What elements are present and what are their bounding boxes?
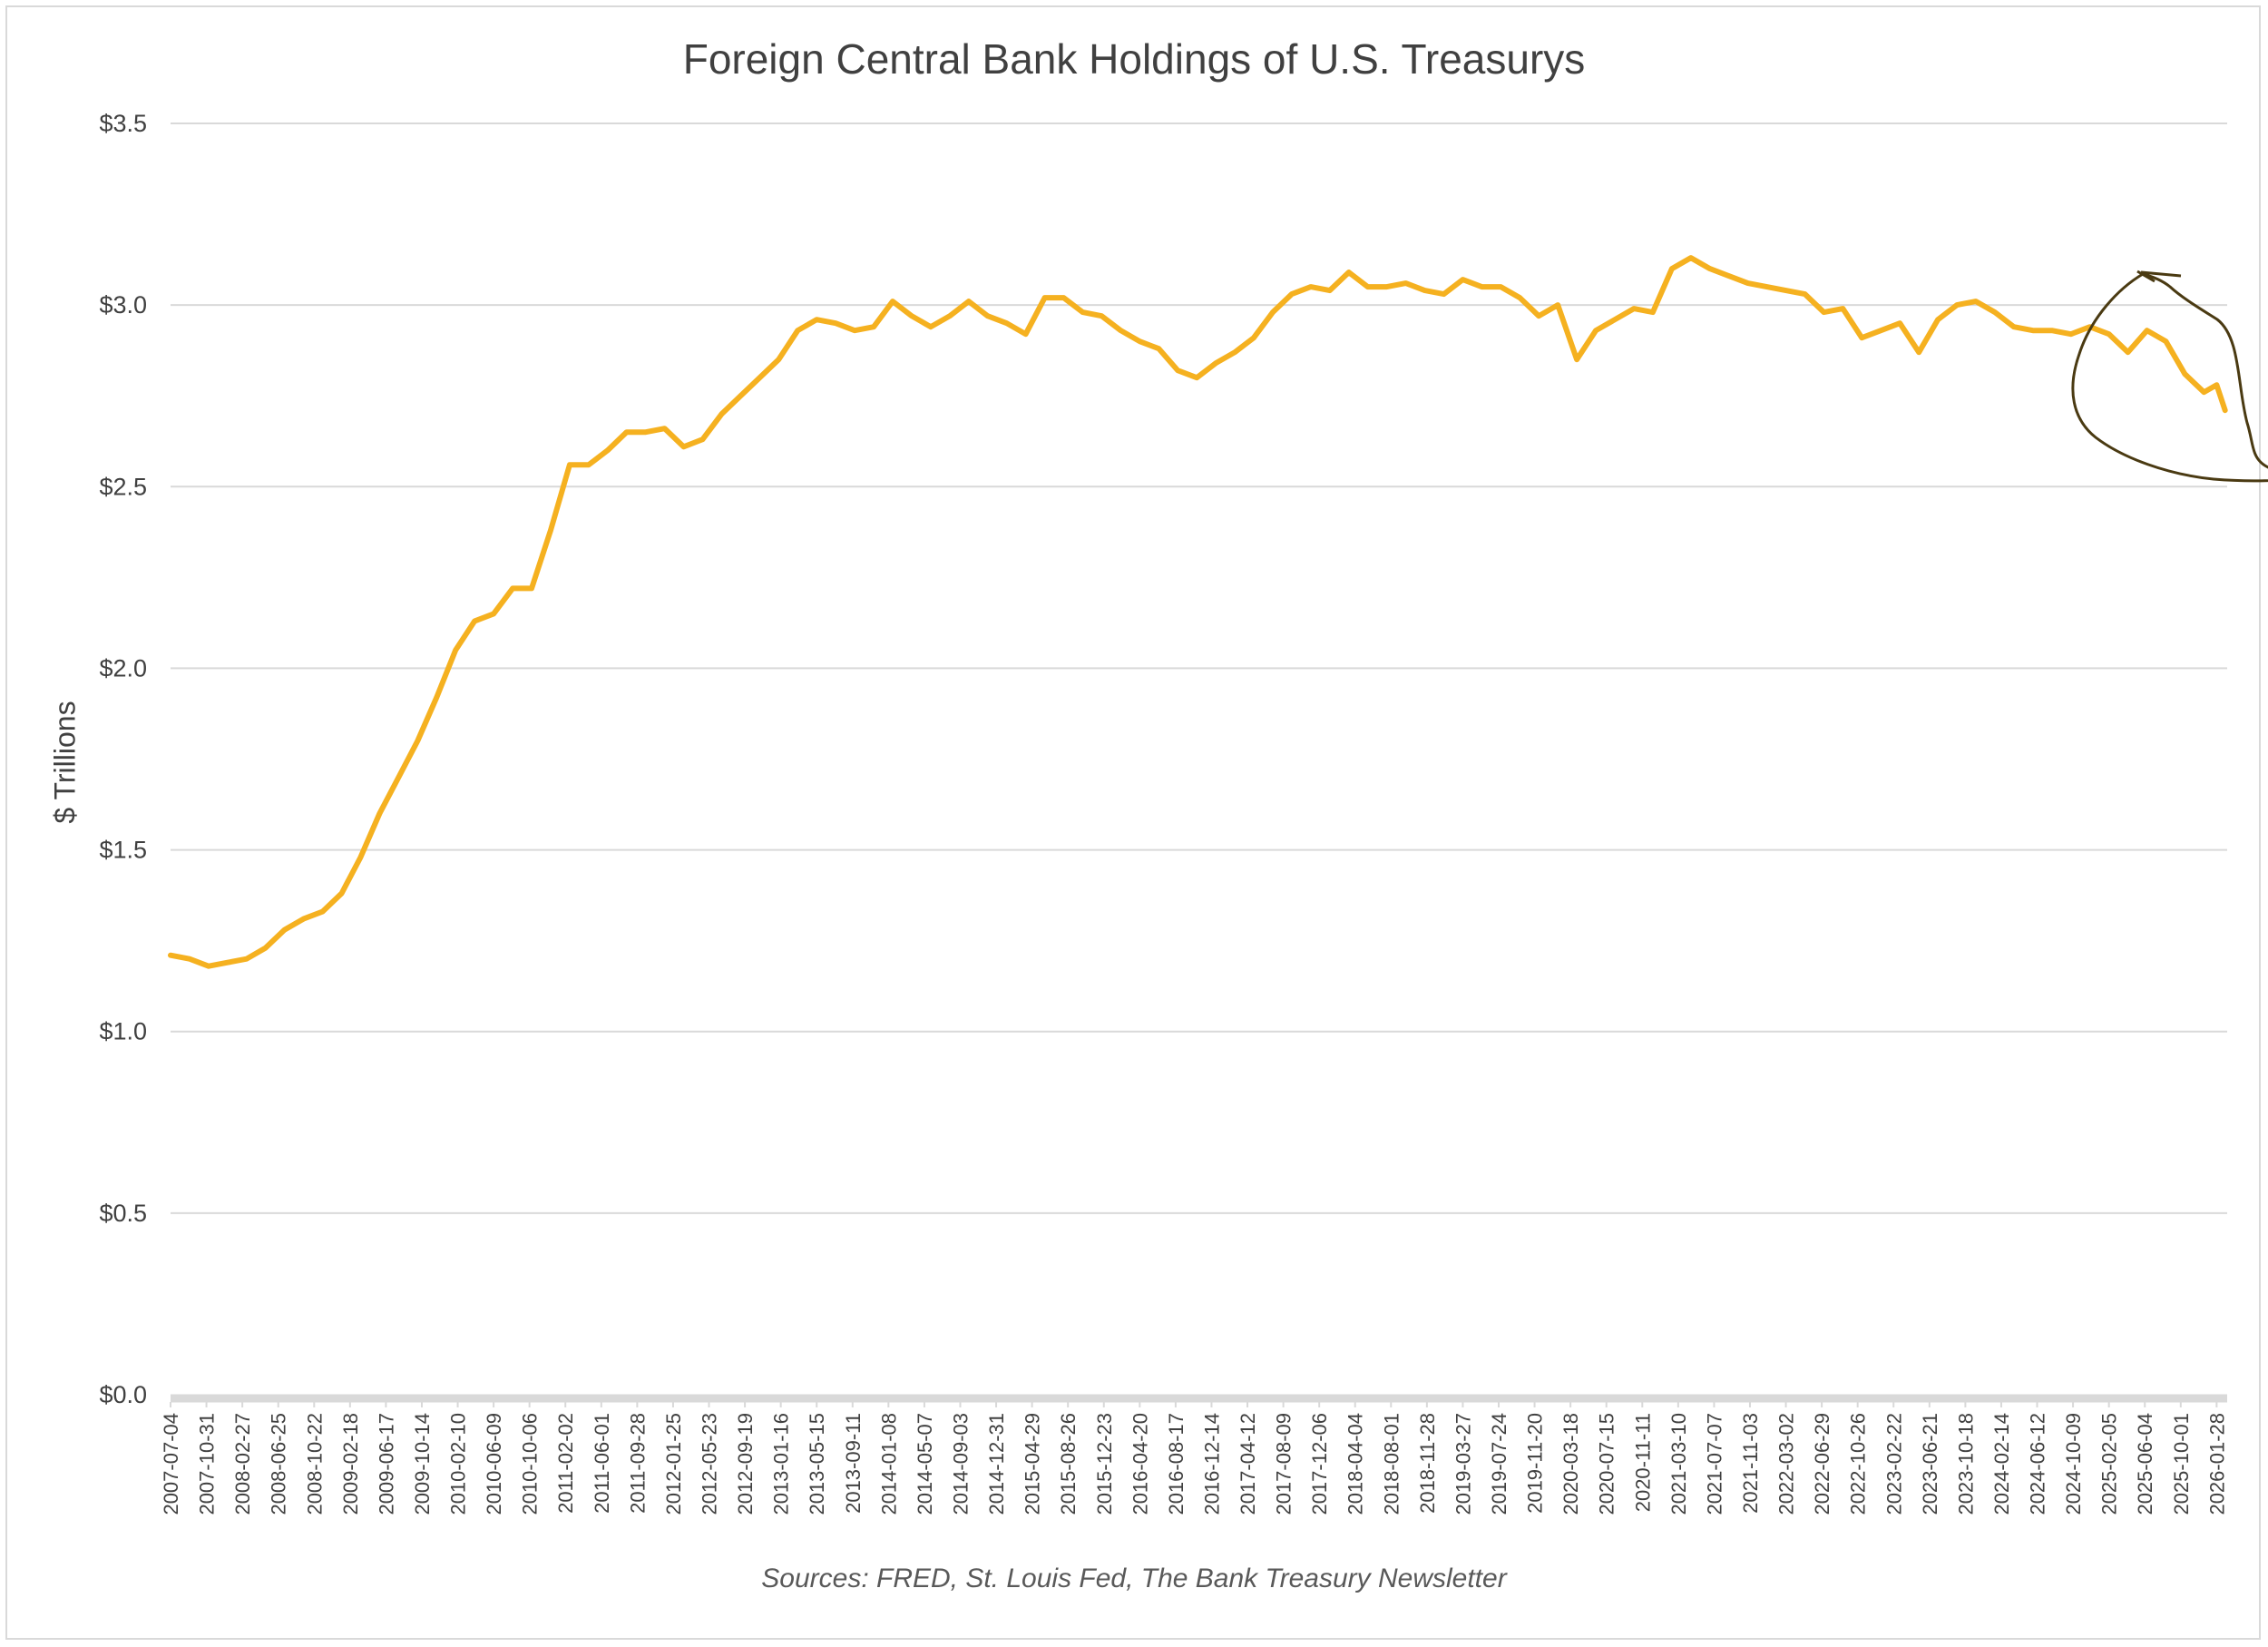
x-tick-label: 2018-11-28	[1416, 1413, 1439, 1514]
x-tick-label: 2024-02-14	[1990, 1413, 2013, 1515]
x-tick-label: 2009-10-14	[411, 1413, 434, 1515]
x-tick-label: 2015-04-29	[1022, 1413, 1044, 1515]
x-tick-label: 2012-09-19	[734, 1413, 757, 1515]
x-tick-label: 2016-12-14	[1200, 1413, 1223, 1515]
x-tick-label: 2007-07-04	[160, 1413, 182, 1515]
x-tick-label: 2018-04-04	[1344, 1413, 1367, 1515]
x-tick-label: 2019-03-27	[1452, 1413, 1474, 1515]
chart-frame	[5, 5, 2261, 1640]
x-tick-label: 2012-05-23	[699, 1413, 721, 1515]
x-tick-label: 2017-08-09	[1273, 1413, 1295, 1515]
x-tick-label: 2011-02-02	[554, 1413, 577, 1514]
x-tick-label: 2007-10-31	[196, 1413, 219, 1515]
y-tick-label: $3.5	[99, 110, 147, 137]
x-tick-label: 2023-06-21	[1919, 1413, 1941, 1515]
x-tick-label: 2021-03-10	[1667, 1413, 1690, 1515]
x-tick-label: 2016-04-20	[1129, 1413, 1151, 1515]
x-tick-label: 2019-07-24	[1488, 1413, 1510, 1515]
y-tick-label: $0.5	[99, 1200, 147, 1227]
x-tick-label: 2009-02-18	[339, 1413, 362, 1515]
x-tick-label: 2010-10-06	[519, 1413, 542, 1515]
y-tick-label: $3.0	[99, 291, 147, 319]
x-tick-label: 2022-10-26	[1847, 1413, 1870, 1515]
x-tick-label: 2017-04-12	[1237, 1413, 1259, 1515]
y-tick-label: $2.0	[99, 654, 147, 681]
x-tick-label: 2014-01-08	[877, 1413, 900, 1515]
x-tick-label: 2025-06-04	[2134, 1413, 2156, 1515]
x-tick-label: 2020-03-18	[1559, 1413, 1582, 1515]
x-tick-label: 2012-01-25	[662, 1413, 685, 1515]
y-axis-ticks: $0.0 $0.5 $1.0 $1.5 $2.0 $2.5 $3.0 $3.5	[99, 110, 147, 1408]
x-tick-label: 2018-08-01	[1380, 1413, 1403, 1515]
annotation-layer	[2071, 270, 2268, 483]
x-tick-label: 2008-10-22	[303, 1413, 326, 1515]
y-tick-label: $0.0	[99, 1381, 147, 1408]
x-tick-label: 2022-03-02	[1775, 1413, 1798, 1515]
x-axis-ticks: 2007-07-04 2007-10-31 2008-02-27 2008-06-25…	[160, 1402, 2228, 1515]
y-tick-label: $2.5	[99, 473, 147, 500]
x-tick-label: 2020-07-15	[1596, 1413, 1618, 1515]
x-tick-label: 2010-06-09	[483, 1413, 505, 1515]
x-tick-label: 2014-12-31	[985, 1413, 1008, 1515]
x-tick-label: 2009-06-17	[375, 1413, 397, 1515]
y-tick-label: $1.5	[99, 837, 147, 864]
x-tick-label: 2008-02-27	[231, 1413, 254, 1515]
x-tick-label: 2017-12-06	[1308, 1413, 1331, 1515]
x-tick-label: 2025-10-01	[2170, 1413, 2193, 1515]
x-tick-label: 2022-06-29	[1811, 1413, 1833, 1515]
gridlines	[171, 123, 2227, 1403]
x-tick-label: 2025-02-05	[2098, 1413, 2121, 1515]
y-tick-label: $1.0	[99, 1018, 147, 1045]
x-tick-label: 2023-10-18	[1954, 1413, 1977, 1515]
x-tick-label: 2021-11-03	[1739, 1413, 1762, 1514]
x-tick-label: 2010-02-10	[447, 1413, 470, 1515]
x-tick-label: 2026-01-28	[2205, 1413, 2228, 1515]
x-tick-label: 2023-02-22	[1882, 1413, 1905, 1515]
source-note: Sources: FRED, St. Louis Fed, The Bank T…	[761, 1564, 1507, 1593]
x-tick-label: 2014-05-07	[914, 1413, 936, 1515]
x-tick-label: 2015-12-23	[1093, 1413, 1116, 1515]
x-tick-label: 2020-11-11	[1631, 1413, 1654, 1512]
x-tick-label: 2014-09-03	[949, 1413, 972, 1515]
x-tick-label: 2019-11-20	[1524, 1413, 1547, 1514]
x-tick-label: 2024-10-09	[2062, 1413, 2085, 1515]
hand-drawn-circle	[2071, 270, 2268, 483]
x-tick-label: 2011-09-28	[626, 1413, 649, 1514]
x-tick-label: 2011-06-01	[591, 1413, 613, 1514]
x-tick-label: 2008-06-25	[268, 1413, 290, 1515]
series-line	[168, 255, 2228, 969]
x-tick-label: 2021-07-07	[1703, 1413, 1725, 1515]
x-tick-label: 2013-01-16	[770, 1413, 793, 1515]
x-tick-label: 2024-06-12	[2027, 1413, 2049, 1515]
x-tick-label: 2013-05-15	[806, 1413, 828, 1515]
x-tick-label: 2016-08-17	[1165, 1413, 1188, 1515]
chart-title: Foreign Central Bank Holdings of U.S. Tr…	[682, 35, 1586, 83]
series-layer	[168, 255, 2228, 969]
x-tick-label: 2013-09-11	[842, 1413, 865, 1514]
x-tick-label: 2015-08-26	[1057, 1413, 1080, 1515]
